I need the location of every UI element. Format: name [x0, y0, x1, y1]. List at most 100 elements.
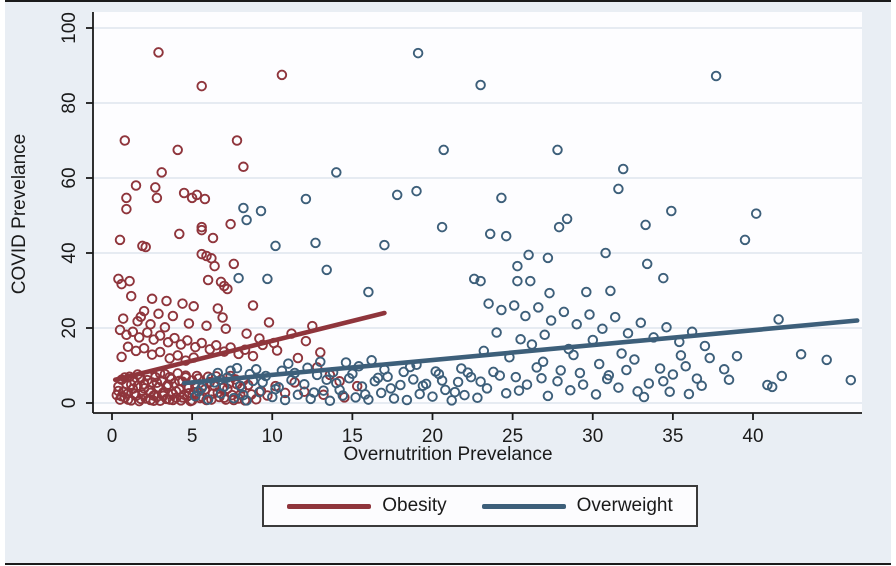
data-point-obesity [180, 370, 191, 381]
data-point-overweight [500, 230, 512, 242]
data-point-obesity [154, 346, 166, 358]
data-point-overweight [225, 365, 236, 377]
y-tick-label: 100 [59, 12, 80, 44]
data-point-obesity [196, 337, 207, 349]
data-point-obesity [135, 393, 147, 405]
data-point-overweight [270, 240, 281, 252]
data-point-overweight [766, 381, 778, 393]
data-point-overweight [523, 249, 534, 261]
data-point-obesity [130, 180, 142, 191]
data-point-overweight [468, 273, 480, 285]
data-point-overweight [603, 370, 615, 381]
data-point-overweight [449, 386, 461, 398]
data-point-overweight [408, 374, 419, 385]
data-point-obesity [156, 167, 167, 178]
data-point-overweight [597, 323, 608, 335]
data-point-overweight [515, 334, 526, 345]
data-point-obesity [276, 69, 288, 81]
data-point-obesity [178, 187, 190, 199]
y-tick-label: 60 [59, 167, 80, 188]
data-point-obesity [167, 310, 179, 322]
data-point-overweight [218, 381, 230, 392]
data-point-obesity [212, 303, 224, 314]
data-point-obesity [228, 258, 240, 270]
data-point-obesity [238, 161, 249, 173]
data-point-overweight [350, 392, 361, 403]
data-point-obesity [196, 224, 207, 236]
data-point-overweight [613, 382, 624, 393]
x-tick-label: 0 [107, 426, 118, 447]
data-point-obesity [135, 311, 147, 323]
data-point-overweight [436, 221, 448, 233]
data-point-overweight [539, 329, 550, 341]
data-point-obesity [300, 335, 312, 347]
data-point-obesity [122, 394, 134, 405]
data-point-overweight [388, 393, 400, 404]
data-point-overweight [231, 362, 243, 374]
data-point-overweight [494, 370, 506, 381]
data-point-overweight [739, 234, 751, 246]
data-point-obesity [231, 135, 243, 146]
data-point-overweight [600, 247, 611, 259]
frame-top-border [5, 0, 891, 2]
data-point-overweight [531, 362, 542, 373]
data-point-obesity [183, 318, 195, 329]
data-point-overweight [484, 228, 496, 240]
data-point-obesity [188, 301, 199, 312]
data-point-overweight [411, 185, 422, 197]
data-point-overweight [621, 364, 632, 376]
x-tick-label: 15 [342, 426, 363, 447]
data-point-obesity [170, 386, 182, 397]
legend: Obesity Overweight [262, 485, 698, 527]
data-point-overweight [536, 373, 547, 384]
data-point-overweight [452, 376, 464, 388]
data-point-overweight [308, 387, 320, 398]
x-tick-label: 25 [502, 426, 523, 447]
data-point-overweight [762, 379, 773, 391]
overweight-line-swatch [481, 503, 566, 509]
data-point-obesity [113, 385, 124, 397]
data-point-overweight [500, 388, 512, 399]
data-point-overweight [363, 286, 374, 298]
data-point-overweight [508, 300, 520, 311]
data-point-obesity [154, 330, 166, 341]
data-point-obesity [148, 395, 159, 407]
data-point-overweight [609, 311, 621, 323]
y-tick-label: 40 [59, 242, 80, 263]
data-point-obesity [164, 371, 175, 383]
data-point-obesity [279, 387, 291, 399]
data-point-overweight [750, 208, 762, 219]
data-point-overweight [254, 386, 265, 398]
data-point-overweight [542, 252, 554, 264]
data-point-overweight [613, 183, 624, 195]
data-point-overweight [577, 379, 589, 390]
data-point-obesity [196, 80, 207, 92]
data-point-overweight [616, 348, 627, 359]
y-tick-label: 80 [59, 92, 80, 113]
data-point-overweight [398, 366, 409, 378]
data-point-overweight [821, 354, 832, 366]
data-point-obesity [122, 341, 134, 353]
data-point-overweight [561, 213, 573, 225]
data-point-obesity [161, 295, 172, 307]
data-point-overweight [795, 349, 807, 360]
data-point-obesity [202, 274, 214, 286]
data-point-overweight [472, 392, 483, 404]
data-point-obesity [140, 241, 151, 253]
x-tick-label: 10 [262, 426, 283, 447]
data-point-overweight [617, 163, 629, 175]
data-point-overweight [438, 144, 449, 156]
data-point-overweight [640, 219, 651, 231]
data-point-overweight [654, 363, 666, 374]
data-point-obesity [116, 278, 127, 290]
data-point-overweight [512, 275, 523, 287]
legend-label-obesity: Obesity [382, 495, 447, 516]
data-point-overweight [363, 394, 374, 405]
legend-item-overweight: Overweight [481, 495, 673, 517]
data-point-overweight [193, 386, 204, 397]
x-tick-label: 5 [187, 426, 198, 447]
data-point-overweight [658, 272, 669, 284]
data-point-overweight [680, 361, 691, 372]
data-point-overweight [481, 383, 493, 394]
